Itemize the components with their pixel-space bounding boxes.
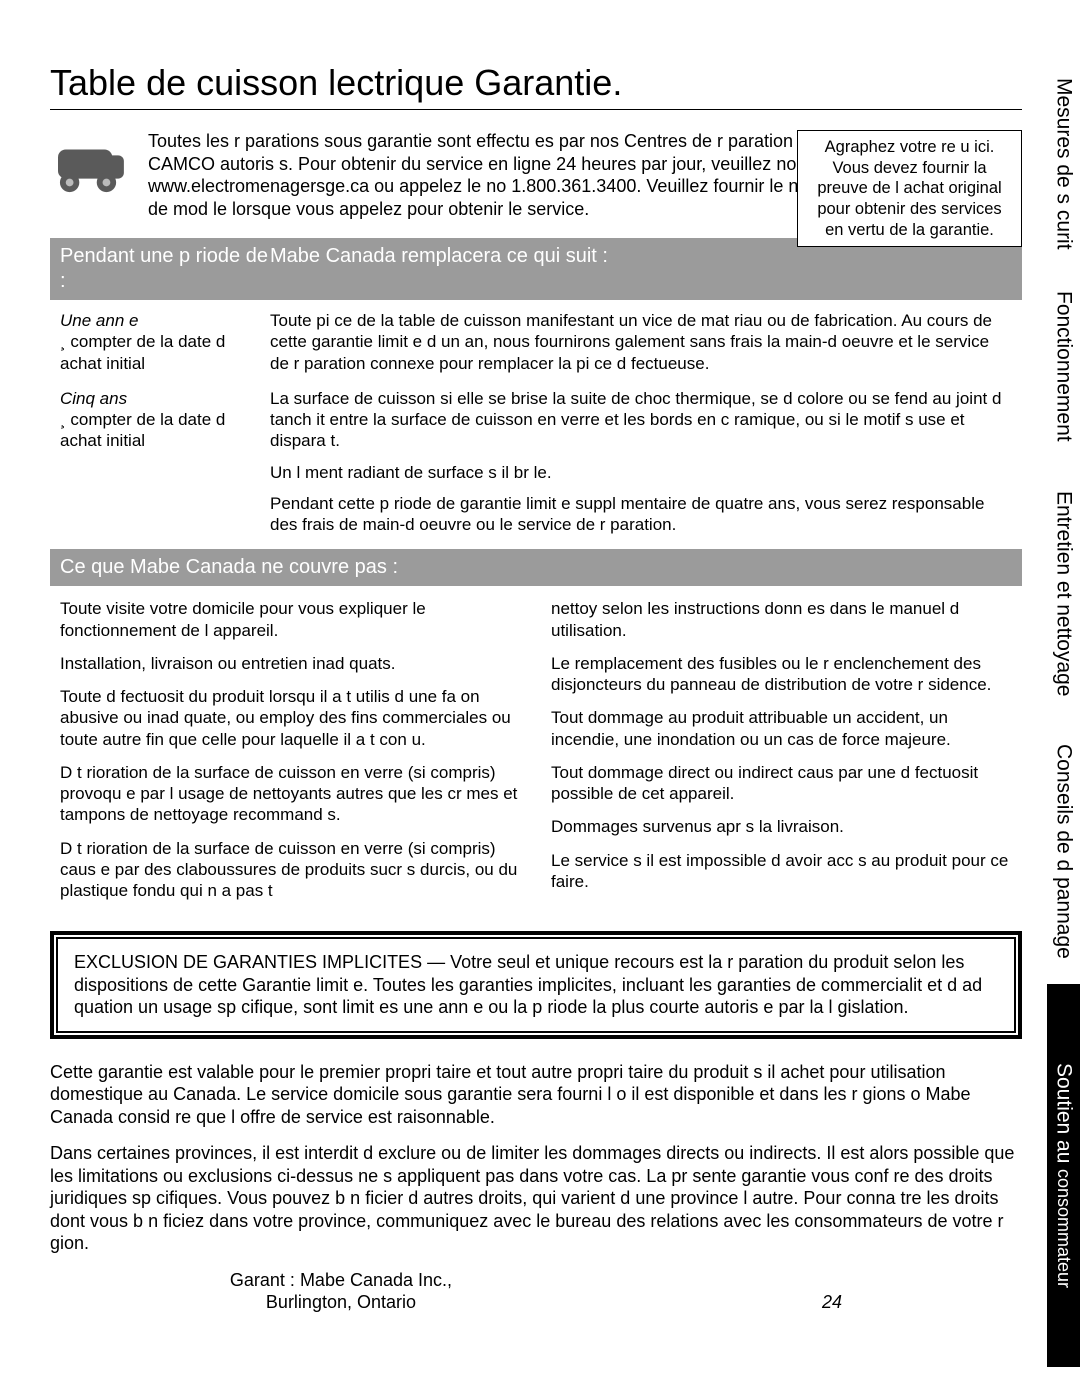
nc-item: nettoy selon les instructions donn es da…	[551, 598, 1012, 641]
tab-conseils[interactable]: Conseils de d pannage	[1046, 719, 1080, 984]
warranty-row-1: Une ann e ¸ compter de la date d achat i…	[50, 300, 1022, 388]
coverage-2-p1: La surface de cuisson si elle se brise l…	[270, 388, 1012, 452]
nc-item: D t rioration de la surface de cuisson e…	[60, 838, 521, 902]
nc-item: Toute visite votre domicile pour vous ex…	[60, 598, 521, 641]
coverage-2-p2: Un l ment radiant de surface s il br le.	[270, 462, 1012, 483]
nc-item: Le remplacement des fusibles ou le r enc…	[551, 653, 1012, 696]
staple-box: Agraphez votre re u ici. Vous devez four…	[797, 130, 1022, 247]
nc-item: Toute d fectuosit du produit lorsqu il a…	[60, 686, 521, 750]
nc-item: Tout dommage direct ou indirect caus par…	[551, 762, 1012, 805]
nc-item: Installation, livraison ou entretien ina…	[60, 653, 521, 674]
warranty-row-2: Cinq ans ¸ compter de la date d achat in…	[50, 388, 1022, 550]
tab-fonctionnement[interactable]: Fonctionnement	[1046, 264, 1080, 469]
not-covered-grid: Toute visite votre domicile pour vous ex…	[50, 586, 1022, 921]
car-icon	[50, 134, 128, 196]
tab-soutien-line1: Soutien au	[1050, 1063, 1076, 1163]
tab-soutien[interactable]: Soutien au consommateur	[1046, 984, 1080, 1367]
body-para-2: Dans certaines provinces, il est interdi…	[50, 1142, 1022, 1255]
body-para-1: Cette garantie est valable pour le premi…	[50, 1061, 1022, 1129]
coverage-1: Toute pi ce de la table de cuisson manif…	[270, 310, 1012, 374]
coverage-2-p3: Pendant cette p riode de garantie limit …	[270, 493, 1012, 536]
period-2-sub: ¸ compter de la date d achat initial	[60, 409, 270, 452]
nc-item: Dommages survenus apr s la livraison.	[551, 816, 1012, 837]
footer-row: Garant : Mabe Canada Inc., Burlington, O…	[50, 1269, 1022, 1314]
period-1-sub: ¸ compter de la date d achat initial	[60, 331, 270, 374]
not-covered-header: Ce que Mabe Canada ne couvre pas :	[50, 549, 1022, 586]
warranty-header-left: Pendant une p riode de :	[60, 244, 270, 294]
nc-item: Tout dommage au produit attribuable un a…	[551, 707, 1012, 750]
exclusion-box: EXCLUSION DE GARANTIES IMPLICITES — Votr…	[50, 931, 1022, 1039]
period-2-title: Cinq ans	[60, 388, 270, 409]
intro-row: Toutes les r parations sous garantie son…	[50, 130, 1022, 220]
nc-item: Le service s il est impossible d avoir a…	[551, 850, 1012, 893]
tab-entretien[interactable]: Entretien et nettoyage	[1046, 469, 1080, 719]
period-1-title: Une ann e	[60, 310, 270, 331]
tab-mesures[interactable]: Mesures de s curit	[1046, 64, 1080, 264]
garant-line1: Garant : Mabe Canada Inc.,	[230, 1269, 452, 1292]
page-number: 24	[822, 1291, 842, 1314]
page-title: Table de cuisson lectrique Garantie.	[50, 60, 1022, 110]
nc-item: D t rioration de la surface de cuisson e…	[60, 762, 521, 826]
warranty-header-right: Mabe Canada remplacera ce qui suit :	[270, 244, 608, 294]
not-covered-header-text: Ce que Mabe Canada ne couvre pas :	[60, 555, 398, 580]
side-tabs: Mesures de s curit Fonctionnement Entret…	[1046, 64, 1080, 1367]
warranty-header: Pendant une p riode de : Mabe Canada rem…	[50, 238, 1022, 300]
garant-line2: Burlington, Ontario	[230, 1291, 452, 1314]
tab-soutien-line2: consommateur	[1052, 1169, 1075, 1288]
